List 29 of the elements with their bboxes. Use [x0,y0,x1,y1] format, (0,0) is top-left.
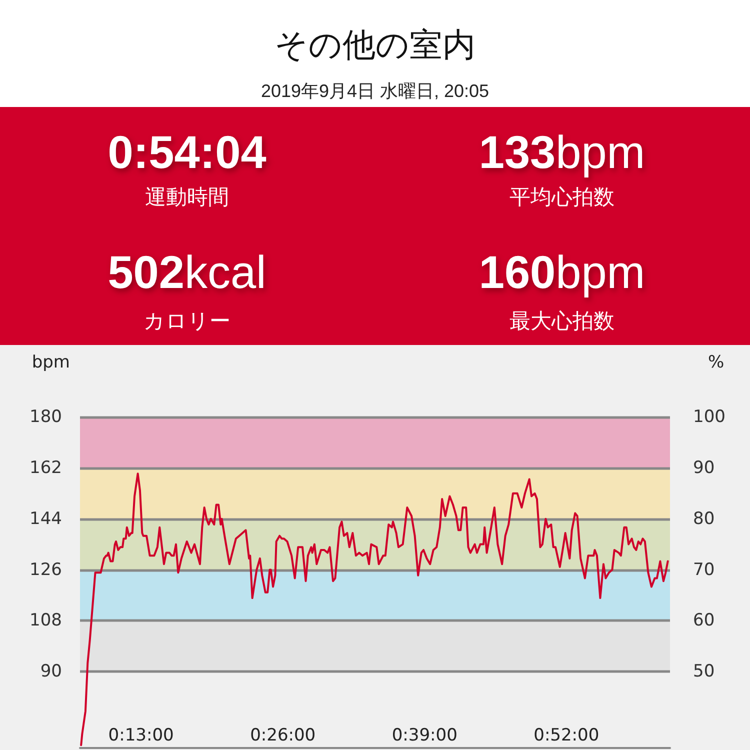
y2-tick-label: 60 [693,610,715,631]
y-tick-label: 126 [30,560,62,580]
y2-tick-label: 50 [693,662,715,682]
text: 2019年9月4日 水曜日, 20:05 [260,80,490,103]
text: カロリー [142,309,232,335]
x-tick-label: 0:39:00 [392,726,458,746]
y2-tick-label: 100 [693,407,726,427]
y-tick-label: 180 [30,407,62,427]
text: 0:54:04 [108,126,266,178]
y-tick-label: 144 [30,508,62,529]
text: 運動時間 [144,185,230,211]
y-axis-title: bpm [32,352,70,372]
text: 133bpm [478,126,646,178]
y-tick-label: 162 [30,458,62,478]
text: その他の室内 [274,25,476,65]
x-tick-label: 0:52:00 [534,726,600,746]
y-tick-label: 108 [30,610,62,631]
y2-tick-label: 80 [693,508,715,529]
text: 160bpm [478,246,646,298]
y-tick-label: 90 [40,662,62,682]
text: 最大心拍数 [508,309,616,335]
y2-tick-label: 90 [693,458,715,478]
x-tick-label: 0:13:00 [108,726,174,746]
y2-axis-title: % [708,352,724,372]
text: 502kcal [108,246,266,298]
x-tick-label: 0:26:00 [250,726,316,746]
text: 平均心拍数 [508,185,616,211]
y2-tick-label: 70 [693,560,715,580]
line-series [80,472,669,746]
